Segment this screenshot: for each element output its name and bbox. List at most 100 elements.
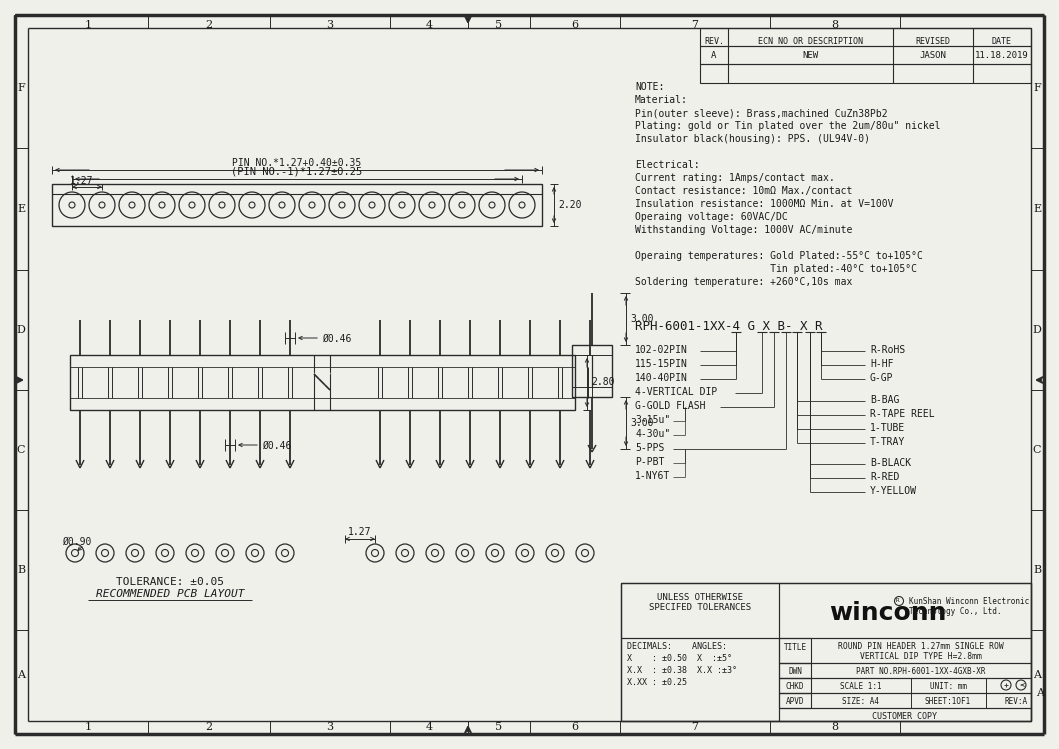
Text: Ø0.46: Ø0.46 (322, 334, 352, 344)
Text: H-HF: H-HF (870, 359, 894, 369)
Text: 3: 3 (326, 722, 334, 732)
Text: 4: 4 (426, 20, 432, 30)
Text: D: D (1033, 325, 1041, 335)
Text: Electrical:: Electrical: (635, 160, 700, 170)
Text: A: A (1036, 688, 1044, 698)
Text: Tin plated:-40°C to+105°C: Tin plated:-40°C to+105°C (635, 264, 917, 274)
Text: 115-15PIN: 115-15PIN (635, 359, 688, 369)
Text: B: B (17, 565, 25, 575)
Text: TITLE: TITLE (784, 643, 807, 652)
Text: 1.27: 1.27 (348, 527, 372, 537)
Text: APVD: APVD (786, 697, 804, 706)
Text: 7: 7 (692, 20, 699, 30)
Text: (PIN NO.-1)*1.27±0.25: (PIN NO.-1)*1.27±0.25 (231, 167, 362, 177)
Text: F: F (17, 83, 24, 93)
Text: C: C (1033, 445, 1041, 455)
Text: F: F (1034, 83, 1041, 93)
Bar (779, 678, 811, 693)
Text: Ø0.46: Ø0.46 (262, 441, 291, 451)
Bar (700, 46, 1031, 64)
Text: G-GP: G-GP (870, 373, 894, 383)
Text: Y-YELLOW: Y-YELLOW (870, 486, 917, 496)
Text: Pin(outer sleeve): Brass,machined CuZn38Pb2: Pin(outer sleeve): Brass,machined CuZn38… (635, 108, 887, 118)
Text: R: R (895, 598, 899, 603)
Text: ROUND PIN HEADER 1.27mm SINGLE ROW
VERTICAL DIP TYPE H=2.8mm: ROUND PIN HEADER 1.27mm SINGLE ROW VERTI… (838, 642, 1004, 661)
Text: JASON: JASON (919, 50, 947, 59)
Bar (779, 638, 811, 663)
Text: DECIMALS:    ANGLES:: DECIMALS: ANGLES: (627, 642, 726, 651)
Text: 140-40PIN: 140-40PIN (635, 373, 688, 383)
Text: 3: 3 (326, 20, 334, 30)
Text: 1: 1 (85, 722, 91, 732)
Text: RPH-6001-1XX-4 G X B- X R: RPH-6001-1XX-4 G X B- X R (635, 320, 823, 333)
Text: NEW: NEW (802, 50, 818, 59)
Text: CUSTOMER COPY: CUSTOMER COPY (873, 712, 937, 721)
Text: R-RoHS: R-RoHS (870, 345, 905, 355)
Text: KunShan Winconn Electronic
Technology Co., Ltd.: KunShan Winconn Electronic Technology Co… (909, 597, 1029, 616)
Text: 4-VERTICAL DIP: 4-VERTICAL DIP (635, 387, 717, 397)
Text: C: C (17, 445, 25, 455)
Text: PART NO.RPH-6001-1XX-4GXB-XR: PART NO.RPH-6001-1XX-4GXB-XR (857, 667, 986, 676)
Text: Ø0.90: Ø0.90 (62, 537, 91, 547)
Text: B: B (1033, 565, 1041, 575)
Text: 1-NY6T: 1-NY6T (635, 471, 670, 481)
Text: 3.00: 3.00 (630, 418, 653, 428)
Text: 2: 2 (205, 20, 213, 30)
Text: 4-30u": 4-30u" (635, 429, 670, 439)
Text: T-TRAY: T-TRAY (870, 437, 905, 447)
Text: 3-15u": 3-15u" (635, 415, 670, 425)
Text: 11.18.2019: 11.18.2019 (975, 50, 1029, 59)
Text: winconn: winconn (829, 601, 947, 625)
Text: G-GOLD FLASH: G-GOLD FLASH (635, 401, 705, 411)
Text: Material:: Material: (635, 95, 688, 105)
Text: Contact resistance: 10mΩ Max./contact: Contact resistance: 10mΩ Max./contact (635, 186, 852, 196)
Text: 1.27: 1.27 (70, 176, 93, 186)
Bar (700, 28, 1031, 46)
Text: 4: 4 (426, 722, 432, 732)
Bar (779, 693, 811, 708)
Text: SHEET:1OF1: SHEET:1OF1 (925, 697, 971, 706)
Text: 5: 5 (496, 20, 503, 30)
Text: NOTE:: NOTE: (635, 82, 664, 92)
Text: Operaing temperatures: Gold Plated:-55°C to+105°C: Operaing temperatures: Gold Plated:-55°C… (635, 251, 922, 261)
Text: R-TAPE REEL: R-TAPE REEL (870, 409, 935, 419)
Bar (779, 663, 811, 678)
Text: 7: 7 (692, 722, 699, 732)
Text: A: A (1033, 670, 1041, 680)
Text: E: E (17, 204, 25, 214)
Bar (779, 708, 1031, 721)
Text: Plating: gold or Tin plated over the 2um/80u" nickel: Plating: gold or Tin plated over the 2um… (635, 121, 940, 131)
Text: UNLESS OTHERWISE
SPECIFED TOLERANCES: UNLESS OTHERWISE SPECIFED TOLERANCES (649, 593, 751, 613)
Text: TOLERANCE: ±0.05: TOLERANCE: ±0.05 (116, 577, 225, 587)
Text: 2.80: 2.80 (591, 377, 614, 387)
Bar (572, 345, 612, 397)
Text: SIZE: A4: SIZE: A4 (843, 697, 880, 706)
Text: 1: 1 (85, 20, 91, 30)
Text: 2.20: 2.20 (558, 200, 581, 210)
Text: UNIT: mm: UNIT: mm (930, 682, 967, 691)
Text: 3.00: 3.00 (630, 314, 653, 324)
Text: PIN NO.*1.27+0.40±0.35: PIN NO.*1.27+0.40±0.35 (232, 158, 361, 168)
Bar (70, 355, 575, 410)
Text: 1-TUBE: 1-TUBE (870, 423, 905, 433)
Text: REV:A: REV:A (1004, 697, 1027, 706)
Text: Operaing voltage: 60VAC/DC: Operaing voltage: 60VAC/DC (635, 212, 788, 222)
Bar (621, 638, 779, 721)
Text: SCALE 1:1: SCALE 1:1 (840, 682, 882, 691)
Text: 2: 2 (205, 722, 213, 732)
Text: A: A (712, 50, 717, 59)
Text: 5-PPS: 5-PPS (635, 443, 664, 453)
Text: 5: 5 (496, 722, 503, 732)
Text: RECOMMENDED PCB LAYOUT: RECOMMENDED PCB LAYOUT (95, 589, 245, 599)
Text: E: E (1033, 204, 1041, 214)
Bar (621, 583, 1031, 721)
Text: Withstanding Voltage: 1000V AC/minute: Withstanding Voltage: 1000V AC/minute (635, 225, 852, 235)
Bar (779, 678, 1031, 693)
Bar (52, 184, 542, 226)
Text: 6: 6 (572, 722, 578, 732)
Text: B-BAG: B-BAG (870, 395, 899, 405)
Text: Insulation resistance: 1000MΩ Min. at V=100V: Insulation resistance: 1000MΩ Min. at V=… (635, 199, 894, 209)
Text: REV.: REV. (704, 37, 724, 46)
Text: X.XX : ±0.25: X.XX : ±0.25 (627, 678, 687, 687)
Text: 102-02PIN: 102-02PIN (635, 345, 688, 355)
